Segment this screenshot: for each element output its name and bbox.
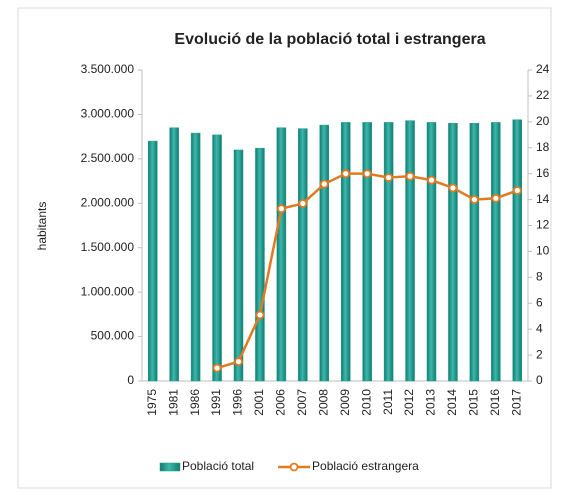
bar [190,132,201,382]
line-marker [469,195,479,204]
x-tick-label: 2010 [359,389,373,416]
y-tick-label: 2.500.000 [81,151,135,165]
bar [212,134,222,382]
line-marker [491,193,501,203]
x-tick-label: 2009 [338,389,352,416]
bar [276,127,287,382]
y2-tick-label: 4 [536,321,543,335]
x-tick-label: 2001 [252,389,266,416]
bar [298,128,308,382]
line-marker [234,357,243,366]
y2-tick-label: 10 [536,244,550,258]
x-tick-label: 2015 [467,389,481,416]
bar [169,127,179,382]
line-marker [319,179,329,189]
x-tick-label: 1986 [188,389,202,416]
y-tick-label: 1.000.000 [81,284,135,298]
bar [383,122,394,382]
y-tick-label: 2.000.000 [81,195,135,209]
legend-swatch-marker [289,462,299,472]
bar [319,124,330,382]
x-tick-label: 2017 [509,389,523,416]
x-tick-label: 2012 [402,389,416,416]
x-tick-label: 2014 [445,389,459,416]
y2-tick-label: 20 [536,114,550,128]
y-axis-label: habitants [35,202,49,251]
y-tick-label: 0 [127,373,134,387]
y2-tick-label: 2 [536,347,543,361]
y2-tick-label: 24 [536,62,550,76]
line-marker [341,169,351,179]
legend-label: Població estrangera [312,459,419,473]
y2-tick-label: 16 [536,166,550,180]
y2-tick-label: 0 [536,373,543,387]
y-tick-label: 500.000 [91,329,135,343]
y2-tick-label: 22 [536,88,550,102]
y2-tick-label: 12 [536,218,550,232]
line-marker [362,169,372,179]
bar [340,122,351,382]
bar [233,149,244,382]
x-tick-label: 1996 [231,389,245,416]
x-tick-label: 1981 [166,389,180,416]
y2-tick-label: 18 [536,140,550,154]
x-tick-label: 2008 [316,389,330,416]
line-marker [212,363,222,373]
legend-label: Població total [182,459,254,473]
line-marker [512,186,522,195]
bar [426,122,437,382]
bar [512,119,523,382]
y-tick-label: 1.500.000 [81,240,135,254]
chart-title: Evolució de la població total i estrange… [174,31,485,48]
bar [405,120,415,382]
x-tick-label: 1991 [209,389,223,416]
line-marker [298,199,308,208]
y-tick-label: 3.000.000 [81,107,135,121]
bar [362,122,372,382]
x-tick-label: 2011 [381,389,395,415]
line-marker [448,183,458,193]
x-tick-label: 2013 [424,389,438,416]
line-marker [276,204,286,214]
y2-tick-label: 6 [536,295,543,309]
line-marker [255,310,265,320]
x-tick-label: 2006 [274,389,288,416]
y2-tick-label: 14 [536,192,550,206]
bar [491,122,501,382]
x-tick-label: 2016 [488,389,502,416]
line-marker [405,171,415,181]
x-tick-label: 1975 [145,389,159,416]
bar [147,140,158,382]
line-marker [427,175,436,185]
y-tick-label: 3.500.000 [81,62,135,76]
bar [255,147,265,382]
legend-swatch [159,462,181,472]
line-marker [384,173,394,182]
bar [469,123,480,382]
y2-tick-label: 8 [536,270,543,284]
bar [448,123,458,382]
x-tick-label: 2007 [295,389,309,416]
